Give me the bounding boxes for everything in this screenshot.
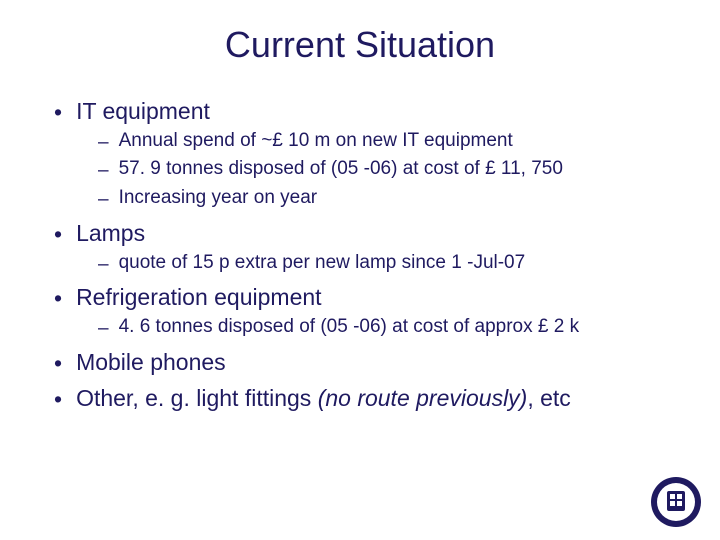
- bullet-refrigeration: • Refrigeration equipment: [54, 284, 684, 314]
- text-part-italic: (no route previously): [318, 385, 528, 411]
- bullet-it-equipment: • IT equipment: [54, 98, 684, 128]
- dash-marker: –: [98, 316, 109, 343]
- bullet-lamps: • Lamps: [54, 220, 684, 250]
- sub-bullet-text: Increasing year on year: [119, 187, 318, 209]
- bullet-marker: •: [54, 220, 62, 250]
- sub-bullet-text: quote of 15 p extra per new lamp since 1…: [119, 252, 526, 274]
- bullet-marker: •: [54, 385, 62, 415]
- bullet-marker: •: [54, 284, 62, 314]
- sub-bullet: – Annual spend of ~£ 10 m on new IT equi…: [98, 130, 684, 157]
- slide-title: Current Situation: [36, 24, 684, 66]
- text-part: , etc: [527, 385, 570, 411]
- sub-bullet: – quote of 15 p extra per new lamp since…: [98, 252, 684, 279]
- dash-marker: –: [98, 187, 109, 214]
- bullet-marker: •: [54, 98, 62, 128]
- dash-marker: –: [98, 130, 109, 157]
- bullet-text: Mobile phones: [76, 349, 226, 376]
- sub-bullet: – 57. 9 tonnes disposed of (05 -06) at c…: [98, 158, 684, 185]
- slide-content: • IT equipment – Annual spend of ~£ 10 m…: [36, 98, 684, 414]
- bullet-mobile-phones: • Mobile phones: [54, 349, 684, 379]
- dash-marker: –: [98, 158, 109, 185]
- sub-bullet-text: Annual spend of ~£ 10 m on new IT equipm…: [119, 130, 513, 152]
- slide: Current Situation • IT equipment – Annua…: [0, 0, 720, 540]
- bullet-text: Other, e. g. light fittings (no route pr…: [76, 385, 571, 412]
- sub-bullet-text: 57. 9 tonnes disposed of (05 -06) at cos…: [119, 158, 563, 180]
- university-logo: [650, 476, 702, 528]
- sub-bullet-text: 4. 6 tonnes disposed of (05 -06) at cost…: [119, 316, 580, 338]
- bullet-text: Lamps: [76, 220, 145, 247]
- crest-icon: [650, 476, 702, 528]
- bullet-other: • Other, e. g. light fittings (no route …: [54, 385, 684, 415]
- bullet-text: Refrigeration equipment: [76, 284, 321, 311]
- dash-marker: –: [98, 252, 109, 279]
- sub-bullet: – Increasing year on year: [98, 187, 684, 214]
- bullet-marker: •: [54, 349, 62, 379]
- sub-bullet: – 4. 6 tonnes disposed of (05 -06) at co…: [98, 316, 684, 343]
- text-part: Other, e. g. light fittings: [76, 385, 318, 411]
- bullet-text: IT equipment: [76, 98, 210, 125]
